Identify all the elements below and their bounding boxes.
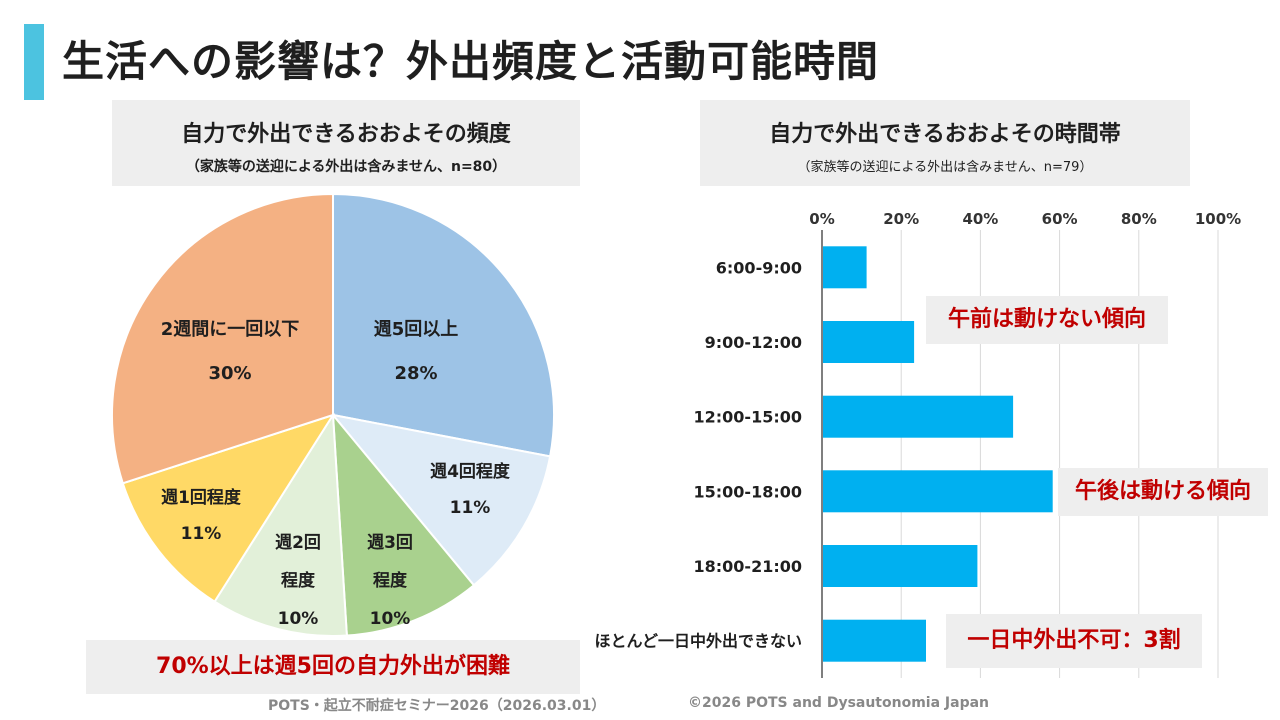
bar-2 — [823, 395, 1014, 438]
bar-0 — [823, 246, 867, 289]
pie-label-biweekly-name: 2週間に一回以下 — [160, 319, 300, 340]
pie-slice-5 — [111, 192, 334, 485]
annotation-all-day: 一日中外出不可：3割 — [946, 614, 1202, 668]
frequency-chart-title: 自力で外出できるおおよその頻度 — [181, 122, 511, 147]
pie-label-week2-line2: 程度 — [281, 571, 315, 591]
footer-copyright: ©2026 POTS and Dysautonomia Japan — [688, 695, 990, 711]
timeslot-chart-header: 自力で外出できるおおよその時間帯 （家族等の送迎による外出は含みません、n=79… — [700, 100, 1190, 186]
pie-label-week3-value: 10% — [369, 609, 411, 629]
pie-label-week5: 週5回以上 28% — [336, 318, 496, 386]
x-tick-label-2: 40% — [962, 210, 998, 228]
pie-label-week2-value: 10% — [277, 609, 319, 629]
pie-label-biweekly-value: 30% — [208, 363, 252, 384]
bar-1 — [823, 321, 915, 363]
x-tick-label-0: 0% — [809, 210, 834, 228]
pie-label-week4-name: 週4回程度 — [430, 462, 510, 482]
slide-title: 生活への影響は？外出頻度と活動可能時間 — [62, 37, 880, 86]
pie-label-week2-line1: 週2回 — [275, 533, 321, 553]
bar-4 — [823, 545, 978, 587]
timeslot-chart-subtitle: （家族等の送迎による外出は含みません、n=79） — [797, 160, 1093, 175]
footer-seminar: POTS・起立不耐症セミナー2026（2026.03.01） — [268, 698, 606, 714]
category-label-4: 18:00-21:00 — [694, 557, 803, 576]
pie-label-week3-line1: 週3回 — [367, 533, 413, 553]
category-label-2: 12:00-15:00 — [694, 408, 803, 427]
pie-label-week1-value: 11% — [180, 524, 222, 544]
bar-3 — [823, 470, 1053, 513]
x-tick-label-4: 80% — [1121, 210, 1157, 228]
title-accent-bar — [24, 24, 44, 100]
pie-label-week3: 週3回 程度 10% — [350, 524, 430, 638]
frequency-callout: 70%以上は週5回の自力外出が困難 — [86, 640, 580, 694]
annotation-morning: 午前は動けない傾向 — [926, 296, 1168, 344]
category-label-3: 15:00-18:00 — [694, 482, 803, 501]
pie-label-week3-line2: 程度 — [373, 571, 407, 591]
category-label-0: 6:00-9:00 — [716, 258, 802, 277]
pie-label-biweekly: 2週間に一回以下 30% — [140, 318, 320, 386]
category-label-1: 9:00-12:00 — [705, 333, 802, 352]
frequency-chart-subtitle: （家族等の送迎による外出は含みません、n=80） — [185, 159, 507, 175]
pie-label-week2: 週2回 程度 10% — [258, 524, 338, 638]
bar-5 — [823, 619, 926, 662]
pie-slice-2 — [331, 411, 476, 637]
pie-label-week5-name: 週5回以上 — [373, 319, 459, 340]
pie-label-week5-value: 28% — [394, 363, 438, 384]
category-label-5: ほとんど一日中外出できない — [594, 632, 802, 651]
x-tick-label-5: 100% — [1195, 210, 1241, 228]
pie-slice-4 — [121, 413, 336, 603]
pie-label-week4: 週4回程度 11% — [400, 460, 540, 520]
x-tick-label-1: 20% — [883, 210, 919, 228]
pie-slice-0 — [332, 192, 555, 458]
pie-label-week1: 週1回程度 11% — [136, 486, 266, 546]
pie-label-week1-name: 週1回程度 — [161, 488, 241, 508]
x-tick-label-3: 60% — [1042, 210, 1078, 228]
pie-slice-1 — [330, 413, 552, 587]
timeslot-chart-title: 自力で外出できるおおよその時間帯 — [769, 122, 1121, 147]
pie-label-week4-value: 11% — [449, 498, 491, 518]
frequency-chart-header: 自力で外出できるおおよその頻度 （家族等の送迎による外出は含みません、n=80） — [112, 100, 580, 186]
annotation-afternoon: 午後は動ける傾向 — [1058, 468, 1268, 516]
pie-slice-3 — [213, 411, 348, 637]
